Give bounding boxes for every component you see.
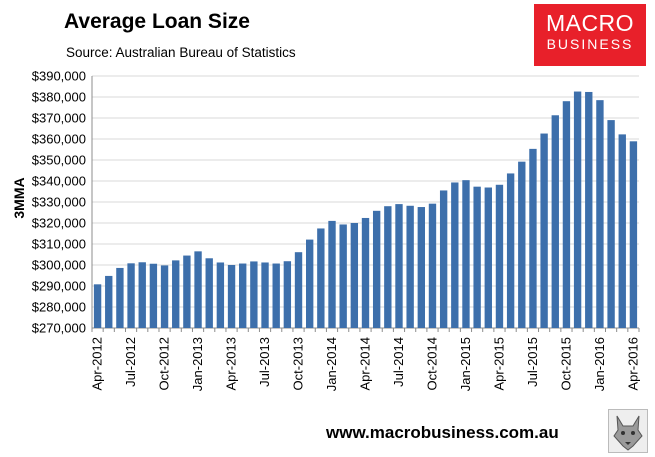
y-tick-label: $280,000 [32,300,86,315]
x-tick-label: Oct-2015 [558,337,573,390]
chart-title: Average Loan Size [64,10,250,33]
bar [540,133,548,328]
y-tick-label: $310,000 [32,237,86,252]
bar [250,261,258,328]
bar [183,255,191,328]
y-tick-label: $330,000 [32,195,86,210]
logo-line-1: MACRO [545,10,635,36]
bar [495,184,504,328]
logo-line-2: BUSINESS [546,36,634,52]
x-tick-label: Jan-2015 [458,337,473,391]
bar [272,263,280,328]
bar [172,260,180,328]
bar [585,91,593,329]
bar [317,228,325,328]
footer-url: www.macrobusiness.com.au [326,423,559,442]
x-tick-label: Apr-2015 [491,337,506,390]
y-tick-label: $360,000 [32,132,86,147]
bar [216,262,225,328]
y-tick-label: $370,000 [32,111,86,126]
bar [439,190,448,328]
bar [451,182,459,328]
bar [138,262,146,328]
bar [417,207,426,328]
bar [328,220,336,328]
bar [529,148,537,328]
bar [105,275,113,328]
y-tick-label: $270,000 [32,321,86,336]
x-tick-label: Oct-2013 [291,337,306,390]
y-tick-label: $380,000 [32,90,86,105]
bar [473,186,481,328]
bar [283,261,292,328]
bar [305,239,314,328]
bar [573,91,582,328]
wolf-mascot-icon [608,409,648,453]
bar [562,101,571,328]
x-tick-label: Oct-2012 [157,337,172,390]
chart-source: Source: Australian Bureau of Statistics [66,45,296,60]
bar [116,267,124,328]
x-tick-label: Oct-2014 [424,337,439,390]
bar [239,263,247,328]
bar [618,134,626,328]
bar [160,265,169,328]
y-tick-label: $290,000 [32,279,86,294]
bar [227,265,236,328]
bar [406,205,414,328]
bar [261,262,269,328]
bar [506,173,515,328]
bar [194,251,202,328]
macrobusiness-logo: MACRO BUSINESS [534,4,646,66]
bar [149,263,158,328]
bar [361,217,370,328]
bar [596,100,604,329]
bar [395,204,403,328]
bar [462,180,470,328]
x-tick-label: Jan-2013 [190,337,205,391]
x-tick-label: Apr-2016 [625,337,640,390]
bar [484,187,492,328]
x-tick-label: Jul-2014 [391,337,406,387]
y-tick-label: $320,000 [32,216,86,231]
bar [294,252,303,328]
bar [607,120,615,328]
bar [518,161,526,328]
y-tick-label: $340,000 [32,174,86,189]
bar [339,224,347,328]
y-tick-label: $390,000 [32,69,86,84]
y-tick-label: $300,000 [32,258,86,273]
bar [372,210,381,328]
x-tick-label: Jul-2015 [525,337,540,387]
x-tick-label: Jan-2016 [592,337,607,391]
bar [428,203,437,328]
bar [350,223,359,328]
x-tick-label: Apr-2014 [358,337,373,390]
bar [93,284,102,328]
bar [629,141,638,328]
x-tick-label: Jul-2013 [257,337,272,387]
bar [551,115,559,329]
x-tick-label: Apr-2012 [90,337,105,390]
bar [384,206,392,328]
x-tick-label: Jan-2014 [324,337,339,391]
bar [127,263,135,328]
x-tick-label: Jul-2012 [123,337,138,387]
bar [205,258,213,328]
x-tick-label: Apr-2013 [224,337,239,390]
y-tick-label: $350,000 [32,153,86,168]
